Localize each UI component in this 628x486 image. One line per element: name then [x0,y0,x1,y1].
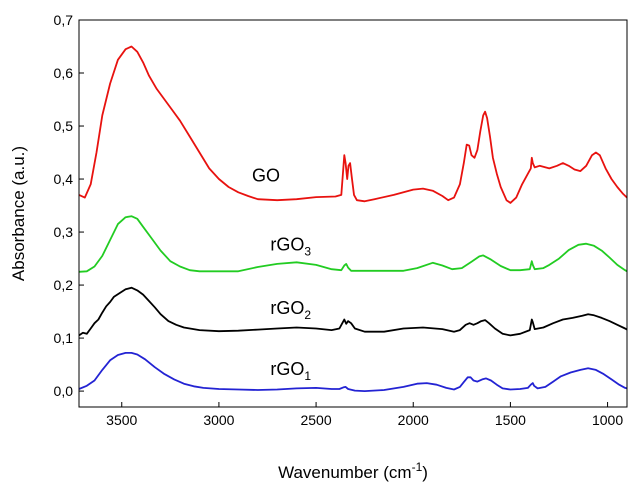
series-line-rgo2 [79,286,627,337]
series-label-rgo3: rGO3 [270,235,311,259]
x-tick-label: 1000 [592,412,623,428]
plot-frame [78,19,628,408]
y-tick-label: 0,0 [54,383,74,399]
plot-area [79,45,627,392]
y-axis-title: Absorbance (a.u.) [9,146,28,281]
series-labels: GO rGO3 rGO2 rGO1 [252,166,311,383]
x-axis: 3500 3000 2500 2000 1500 1000 [106,402,623,428]
x-axis-title: Wavenumber (cm-1) [278,460,428,482]
x-tick-label: 1500 [495,412,526,428]
series-line-go [79,45,627,204]
y-tick-label: 0,3 [54,224,74,240]
series-label-go: GO [252,166,280,186]
x-tick-label: 3000 [203,412,234,428]
x-tick-label: 2500 [300,412,331,428]
series-line-rgo3 [79,215,627,273]
y-tick-label: 0,4 [54,171,74,187]
series-label-rgo1: rGO1 [270,359,311,383]
series-line-rgo1 [79,352,627,392]
y-tick-label: 0,7 [54,12,74,28]
x-tick-label: 3500 [106,412,137,428]
x-tick-label: 2000 [398,412,429,428]
y-axis: 0,0 0,1 0,2 0,3 0,4 0,5 0,6 0,7 [54,12,84,399]
y-tick-label: 0,2 [54,277,74,293]
y-tick-label: 0,5 [54,118,74,134]
y-tick-label: 0,6 [54,65,74,81]
y-tick-label: 0,1 [54,330,74,346]
series-label-rgo2: rGO2 [270,298,311,322]
